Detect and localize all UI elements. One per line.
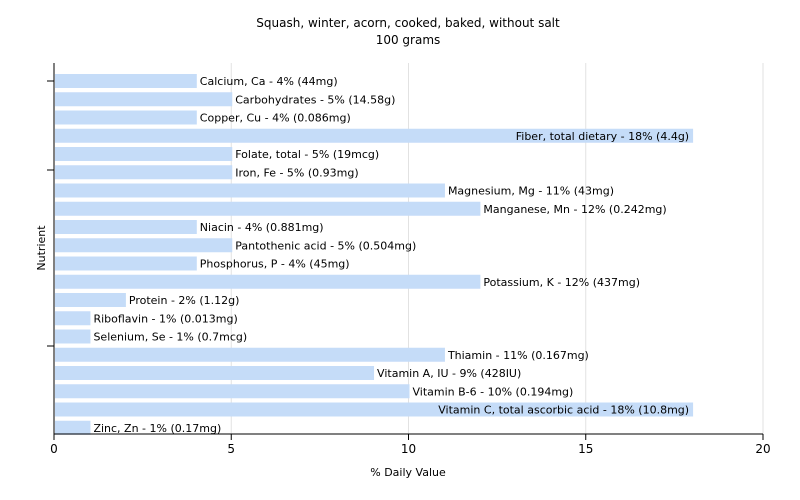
x-tick-label: 15 — [578, 442, 593, 456]
x-tick-label: 10 — [401, 442, 416, 456]
bar-label: Thiamin - 11% (0.167mg) — [447, 349, 589, 362]
bar-label: Potassium, K - 12% (437mg) — [483, 276, 640, 289]
y-axis-label: Nutrient — [35, 225, 48, 271]
axes: 0 5 10 15 20 — [47, 63, 771, 456]
bar-label: Vitamin C, total ascorbic acid - 18% (10… — [438, 404, 689, 417]
bar — [55, 147, 233, 161]
bar — [55, 347, 445, 362]
bar — [55, 165, 233, 180]
bar — [55, 274, 481, 289]
chart-title: Squash, winter, acorn, cooked, baked, wi… — [256, 16, 560, 30]
bar — [55, 110, 197, 125]
bar-label: Vitamin B-6 - 10% (0.194mg) — [413, 385, 574, 398]
bar — [55, 366, 375, 380]
bar-label: Folate, total - 5% (19mcg) — [235, 148, 379, 161]
x-tick-label: 20 — [755, 442, 770, 456]
bar-label: Niacin - 4% (0.881mg) — [200, 221, 324, 234]
bar-label: Phosphorus, P - 4% (45mg) — [200, 258, 350, 271]
bar — [55, 74, 197, 88]
bar-label: Iron, Fe - 5% (0.93mg) — [235, 166, 358, 179]
bar — [55, 311, 91, 326]
bar-labels: Calcium, Ca - 4% (44mg) Carbohydrates - 5… — [93, 75, 689, 435]
bar-label: Selenium, Se - 1% (0.7mcg) — [93, 331, 247, 344]
bar-label: Zinc, Zn - 1% (0.17mg) — [93, 422, 221, 435]
bar — [55, 128, 694, 143]
bar-label: Magnesium, Mg - 11% (43mg) — [448, 185, 614, 198]
x-axis-label: % Daily Value — [370, 466, 446, 479]
bar-label: Fiber, total dietary - 18% (4.4g) — [516, 130, 689, 143]
bars — [55, 74, 694, 435]
bar — [55, 256, 197, 271]
x-tick-label: 0 — [50, 442, 58, 456]
chart-subtitle: 100 grams — [376, 33, 441, 47]
bar-label: Vitamin A, IU - 9% (428IU) — [377, 367, 521, 380]
x-tick-label: 5 — [227, 442, 235, 456]
bar — [55, 420, 91, 435]
bar — [55, 384, 410, 399]
bar — [55, 201, 481, 216]
bar-label: Pantothenic acid - 5% (0.504mg) — [235, 239, 416, 252]
bar-label: Manganese, Mn - 12% (0.242mg) — [483, 203, 666, 216]
bar — [55, 183, 445, 198]
bar-label: Calcium, Ca - 4% (44mg) — [200, 75, 338, 88]
bar-label: Carbohydrates - 5% (14.58g) — [235, 93, 395, 106]
bar — [55, 293, 126, 307]
bar — [55, 402, 694, 417]
bar-label: Protein - 2% (1.12g) — [129, 294, 240, 307]
bar — [55, 220, 197, 234]
bar — [55, 92, 233, 107]
bar-label: Riboflavin - 1% (0.013mg) — [93, 312, 237, 325]
bar-label: Copper, Cu - 4% (0.086mg) — [200, 112, 351, 125]
bar — [55, 238, 233, 253]
bar — [55, 329, 91, 344]
